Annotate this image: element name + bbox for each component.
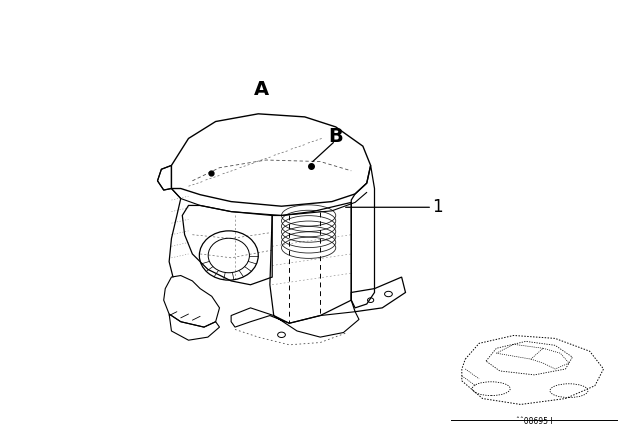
Text: A: A	[253, 81, 269, 99]
Text: ˆˆ08695 I: ˆˆ08695 I	[516, 417, 553, 426]
Text: 1: 1	[432, 198, 442, 216]
Text: B: B	[328, 127, 343, 146]
